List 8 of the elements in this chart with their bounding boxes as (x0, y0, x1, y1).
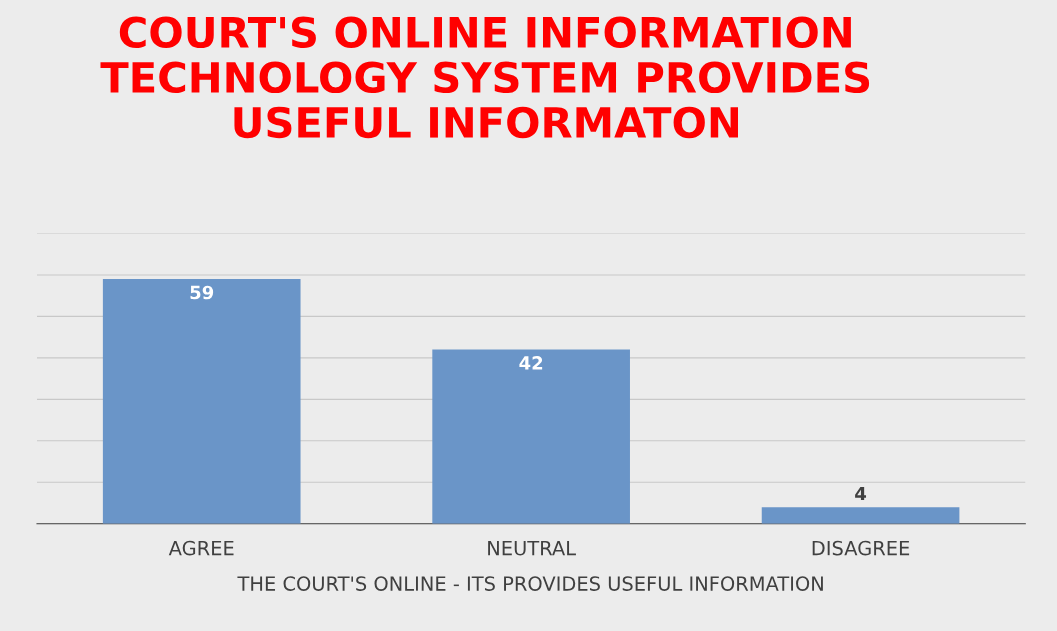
data-label: 59 (190, 285, 214, 300)
x-tick-label: DISAGREE (812, 540, 910, 556)
chart-title: COURT'S ONLINE INFORMATION TECHNOLOGY SYSTEM PROVIDES USEFUL INFORMATON (100, 16, 870, 139)
data-label: 4 (855, 486, 867, 501)
x-tick-label: NEUTRAL (488, 541, 576, 556)
x-axis-title: THE COURT'S ONLINE - ITS PROVIDES USEFUL INFORMATION (237, 576, 823, 591)
data-label: 42 (519, 356, 543, 370)
x-tick-label: AGREE (168, 540, 234, 556)
